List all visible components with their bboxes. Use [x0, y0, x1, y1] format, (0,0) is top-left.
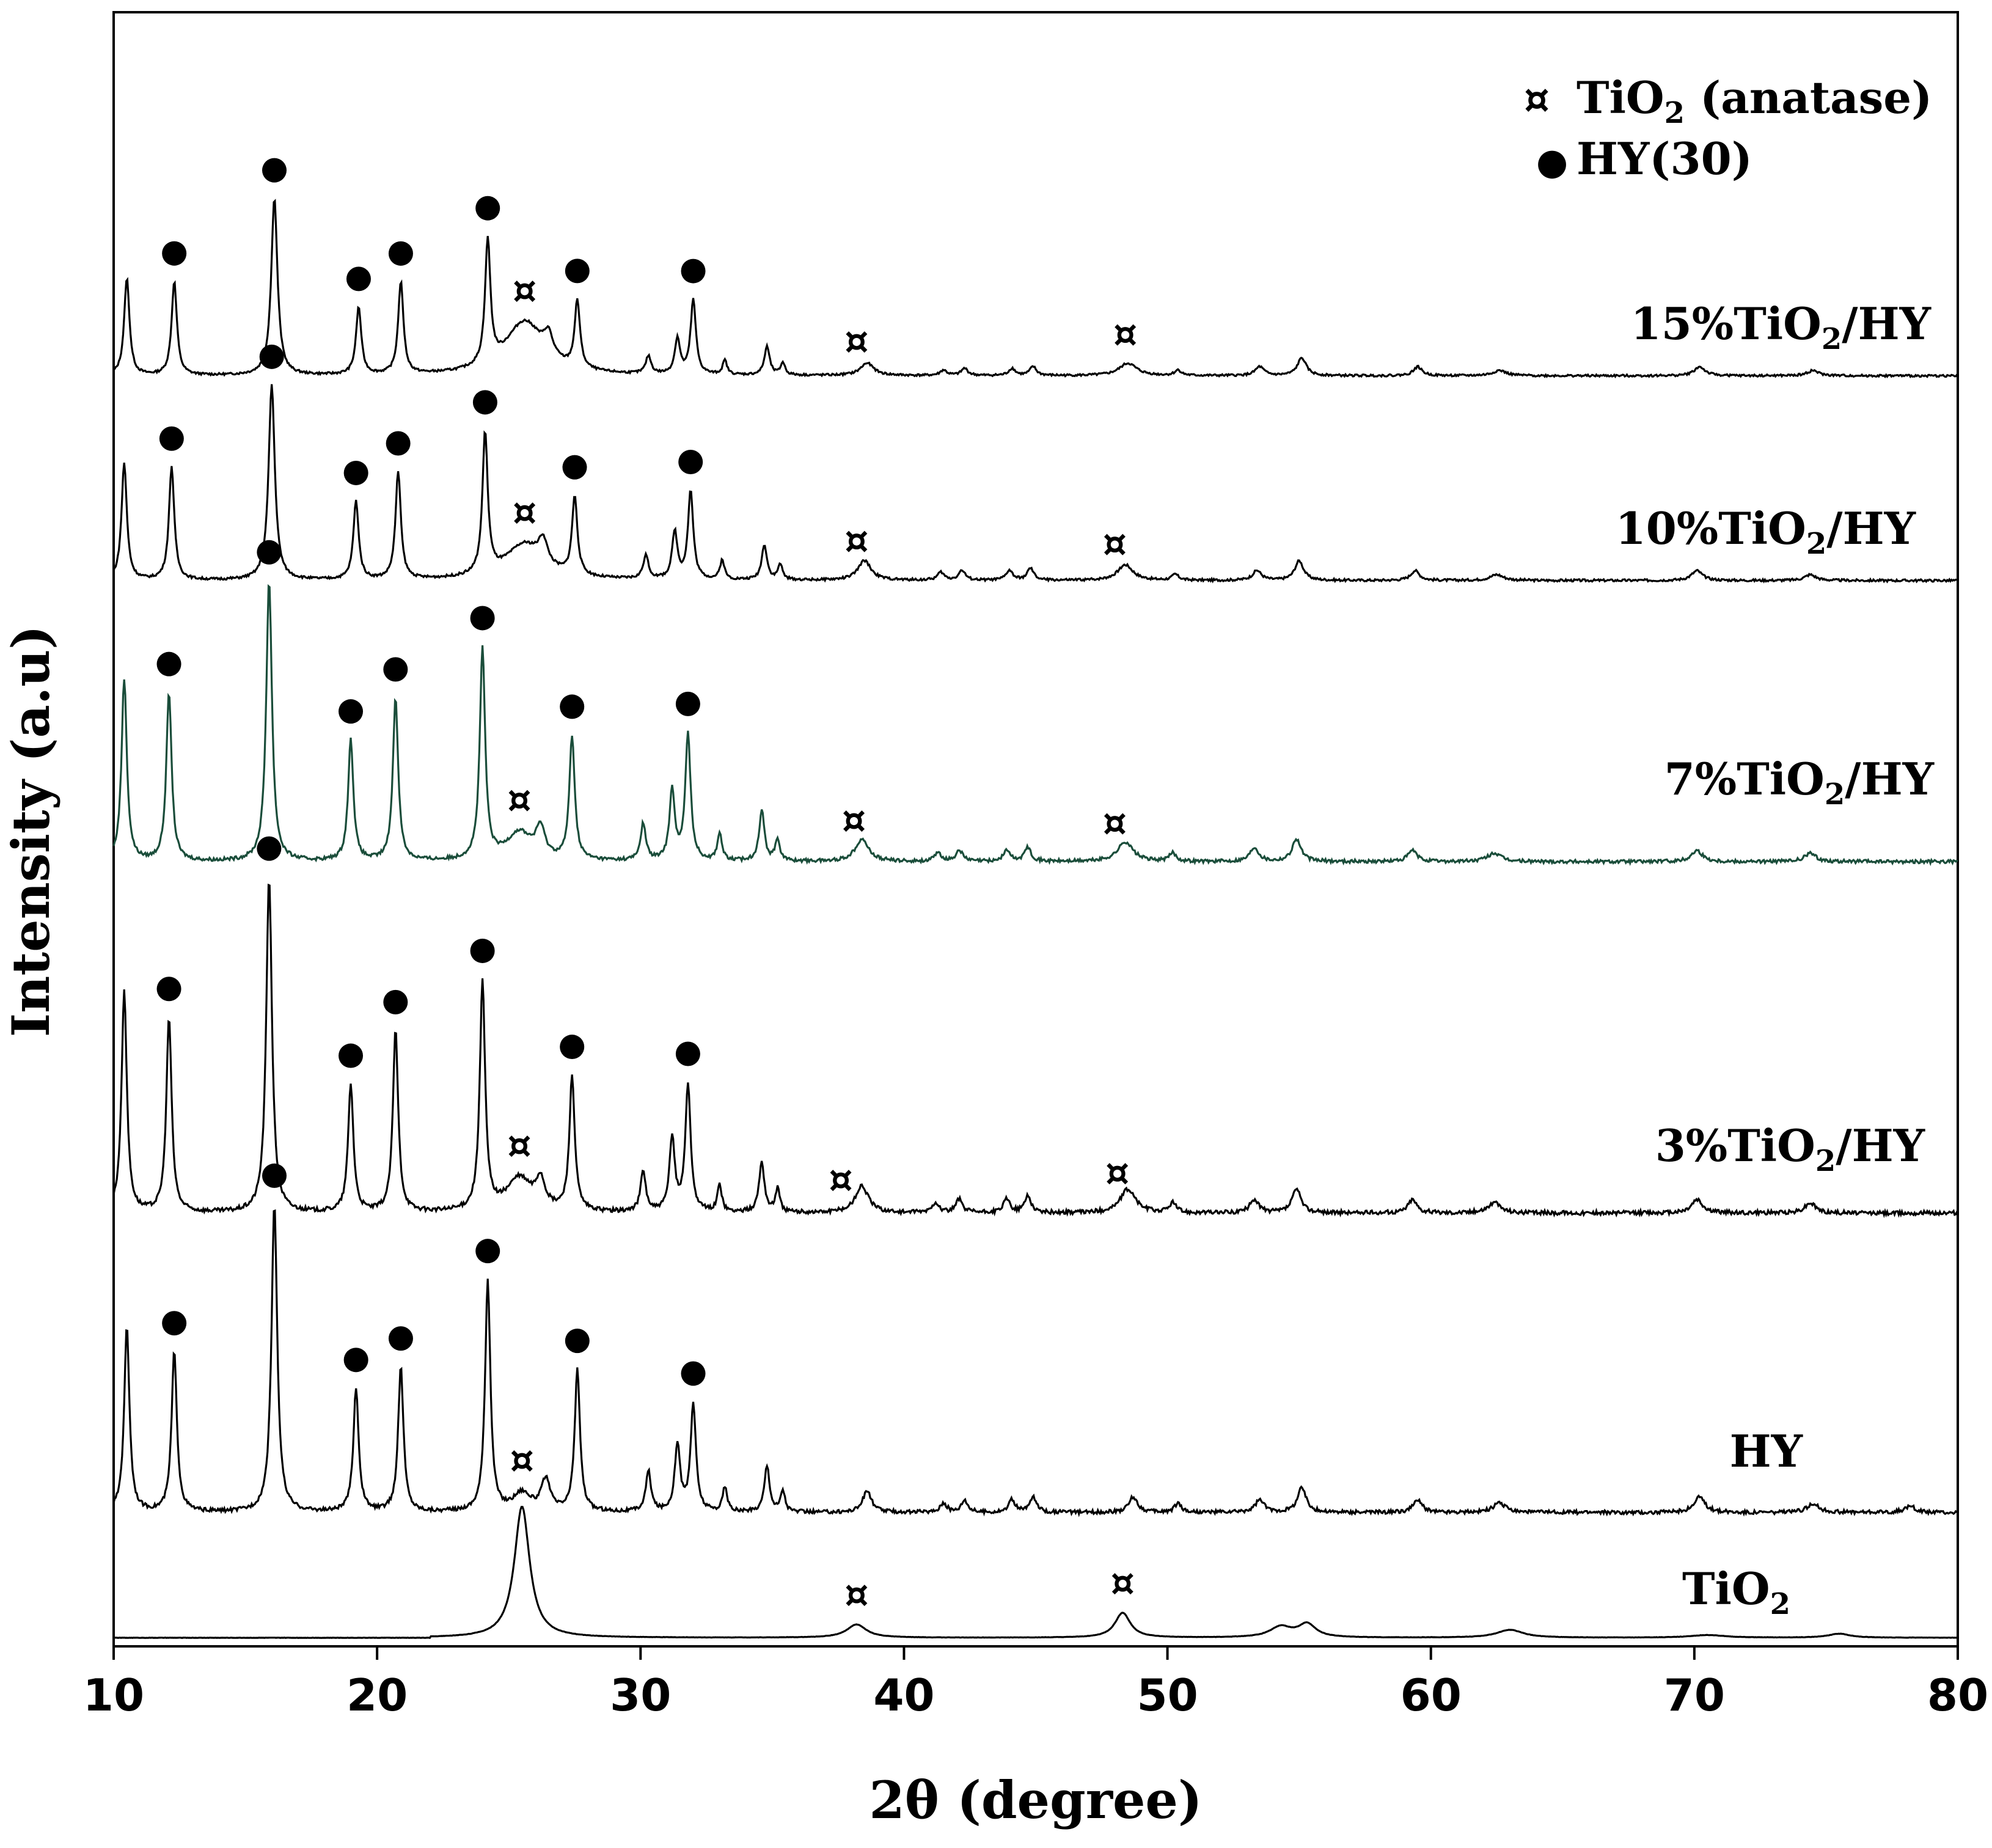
- anatase-peak-marker: ¤: [1103, 801, 1127, 845]
- x-tick-label: 40: [873, 1670, 934, 1721]
- series-15-tio2-hy: [113, 199, 1959, 379]
- markers-layer: ¤ ¤ ¤ ¤ ¤ ¤ ¤ ¤ ¤ ¤ ¤ ¤ ¤ ¤ ¤: [156, 158, 1137, 1616]
- legend-anatase-marker: ¤: [1524, 75, 1550, 123]
- x-tick-label: 50: [1137, 1670, 1198, 1721]
- legend-hy-marker: ●: [1536, 141, 1568, 183]
- anatase-peak-marker: ¤: [513, 490, 536, 534]
- legend: ¤ TiO2 (anatase) ● HY(30): [1524, 72, 1932, 185]
- series-label: HY: [1730, 1425, 1804, 1477]
- hy-peak-marker: [156, 977, 181, 1002]
- hy-peak-marker: [560, 1035, 585, 1060]
- series-10-tio2-hy: [112, 384, 1958, 584]
- anatase-peak-marker: ¤: [1113, 312, 1137, 356]
- hy-peak-marker: [388, 1326, 413, 1351]
- hy-peak-marker: [343, 460, 368, 485]
- anatase-peak-marker: ¤: [844, 318, 868, 363]
- legend-anatase-label: TiO2 (anatase): [1576, 72, 1932, 130]
- hy-peak-marker: [681, 1361, 706, 1386]
- hy-peak-marker: [383, 657, 408, 682]
- hy-peak-marker: [339, 699, 364, 724]
- hy-peak-marker: [162, 241, 187, 266]
- anatase-peak-marker: ¤: [829, 1157, 852, 1201]
- x-tick-label: 10: [83, 1670, 144, 1721]
- x-tick-label: 80: [1927, 1670, 1988, 1721]
- anatase-peak-marker: ¤: [842, 798, 866, 842]
- hy-peak-marker: [343, 1348, 368, 1373]
- x-axis-ticks: 10 20 30 40 50 60 70 80: [83, 1646, 1988, 1721]
- x-tick-label: 60: [1401, 1670, 1462, 1721]
- series-label: 15%TiO2/HY: [1631, 298, 1932, 356]
- series-label: TiO2: [1682, 1563, 1790, 1621]
- series-tio2: [113, 1506, 1958, 1640]
- hy-peak-marker: [262, 1163, 287, 1188]
- hy-peak-marker: [681, 258, 706, 284]
- anatase-peak-marker: ¤: [507, 1123, 531, 1167]
- hy-peak-marker: [346, 266, 371, 292]
- hy-peak-marker: [159, 426, 184, 451]
- anatase-peak-marker: ¤: [1103, 521, 1127, 566]
- hy-peak-marker: [386, 431, 411, 456]
- hy-peak-marker: [156, 651, 181, 676]
- hy-peak-marker: [162, 1311, 187, 1336]
- series-3-tio2-hy: [112, 883, 1959, 1219]
- series-label: 3%TiO2/HY: [1655, 1120, 1926, 1178]
- x-tick-label: 30: [610, 1670, 671, 1721]
- legend-hy-label: HY(30): [1576, 133, 1752, 185]
- hy-peak-marker: [470, 938, 495, 963]
- series-label: 10%TiO2/HY: [1616, 502, 1917, 561]
- hy-peak-marker: [470, 606, 495, 631]
- series-label: 7%TiO2/HY: [1664, 753, 1935, 812]
- hy-peak-marker: [383, 989, 408, 1014]
- hy-peak-marker: [475, 196, 500, 221]
- hy-peak-marker: [257, 540, 282, 565]
- hy-peak-marker: [560, 694, 585, 719]
- hy-peak-marker: [678, 449, 703, 474]
- series-layer: [112, 199, 1959, 1640]
- anatase-peak-marker: ¤: [1105, 1150, 1129, 1195]
- hy-peak-marker: [675, 1041, 700, 1066]
- x-tick-label: 20: [346, 1670, 408, 1721]
- anatase-peak-marker: ¤: [510, 1437, 534, 1482]
- hy-peak-marker: [565, 258, 590, 284]
- hy-peak-marker: [339, 1043, 364, 1068]
- series-7-tio2-hy: [112, 584, 1958, 867]
- hy-peak-marker: [388, 241, 413, 266]
- anatase-peak-marker: ¤: [844, 1572, 868, 1616]
- hy-peak-marker: [259, 344, 284, 369]
- hy-peak-marker: [675, 691, 700, 716]
- x-tick-label: 70: [1664, 1670, 1725, 1721]
- hy-peak-marker: [475, 1239, 500, 1264]
- hy-peak-marker: [472, 390, 497, 415]
- hy-peak-marker: [562, 455, 587, 480]
- anatase-peak-marker: ¤: [507, 777, 531, 821]
- anatase-peak-marker: ¤: [1111, 1560, 1135, 1605]
- plot-frame: [112, 11, 1959, 1648]
- hy-peak-marker: [565, 1329, 590, 1354]
- hy-peak-marker: [257, 836, 282, 861]
- anatase-peak-marker: ¤: [513, 268, 536, 312]
- y-axis-label: Intensity (a.u): [1, 625, 61, 1037]
- x-axis-label: 2θ (degree): [869, 1770, 1202, 1830]
- series-labels: 15%TiO2/HY 10%TiO2/HY 7%TiO2/HY 3%TiO2/HY HY…: [1616, 298, 1935, 1621]
- hy-peak-marker: [262, 158, 287, 183]
- series-hy: [112, 1209, 1959, 1517]
- anatase-peak-marker: ¤: [844, 518, 868, 562]
